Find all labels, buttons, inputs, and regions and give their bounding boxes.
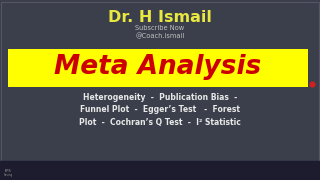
Text: Subscribe Now: Subscribe Now bbox=[135, 25, 185, 31]
Bar bbox=[8, 49, 308, 87]
Text: Funnel Plot  -  Egger’s Test   -  Forest: Funnel Plot - Egger’s Test - Forest bbox=[80, 105, 240, 114]
Bar bbox=[0, 161, 320, 180]
Text: Plot  -  Cochran’s Q Test  -  I² Statistic: Plot - Cochran’s Q Test - I² Statistic bbox=[79, 118, 241, 127]
Text: @Coach.ismail: @Coach.ismail bbox=[135, 33, 185, 39]
Text: Dr. H Ismail: Dr. H Ismail bbox=[108, 10, 212, 24]
Text: EPS: EPS bbox=[5, 168, 11, 172]
Text: Meta Analysis: Meta Analysis bbox=[54, 54, 262, 80]
Text: Saving: Saving bbox=[4, 173, 12, 177]
Bar bbox=[1, 2, 319, 161]
Text: Heterogeneity  -  Publication Bias  -: Heterogeneity - Publication Bias - bbox=[83, 93, 237, 102]
